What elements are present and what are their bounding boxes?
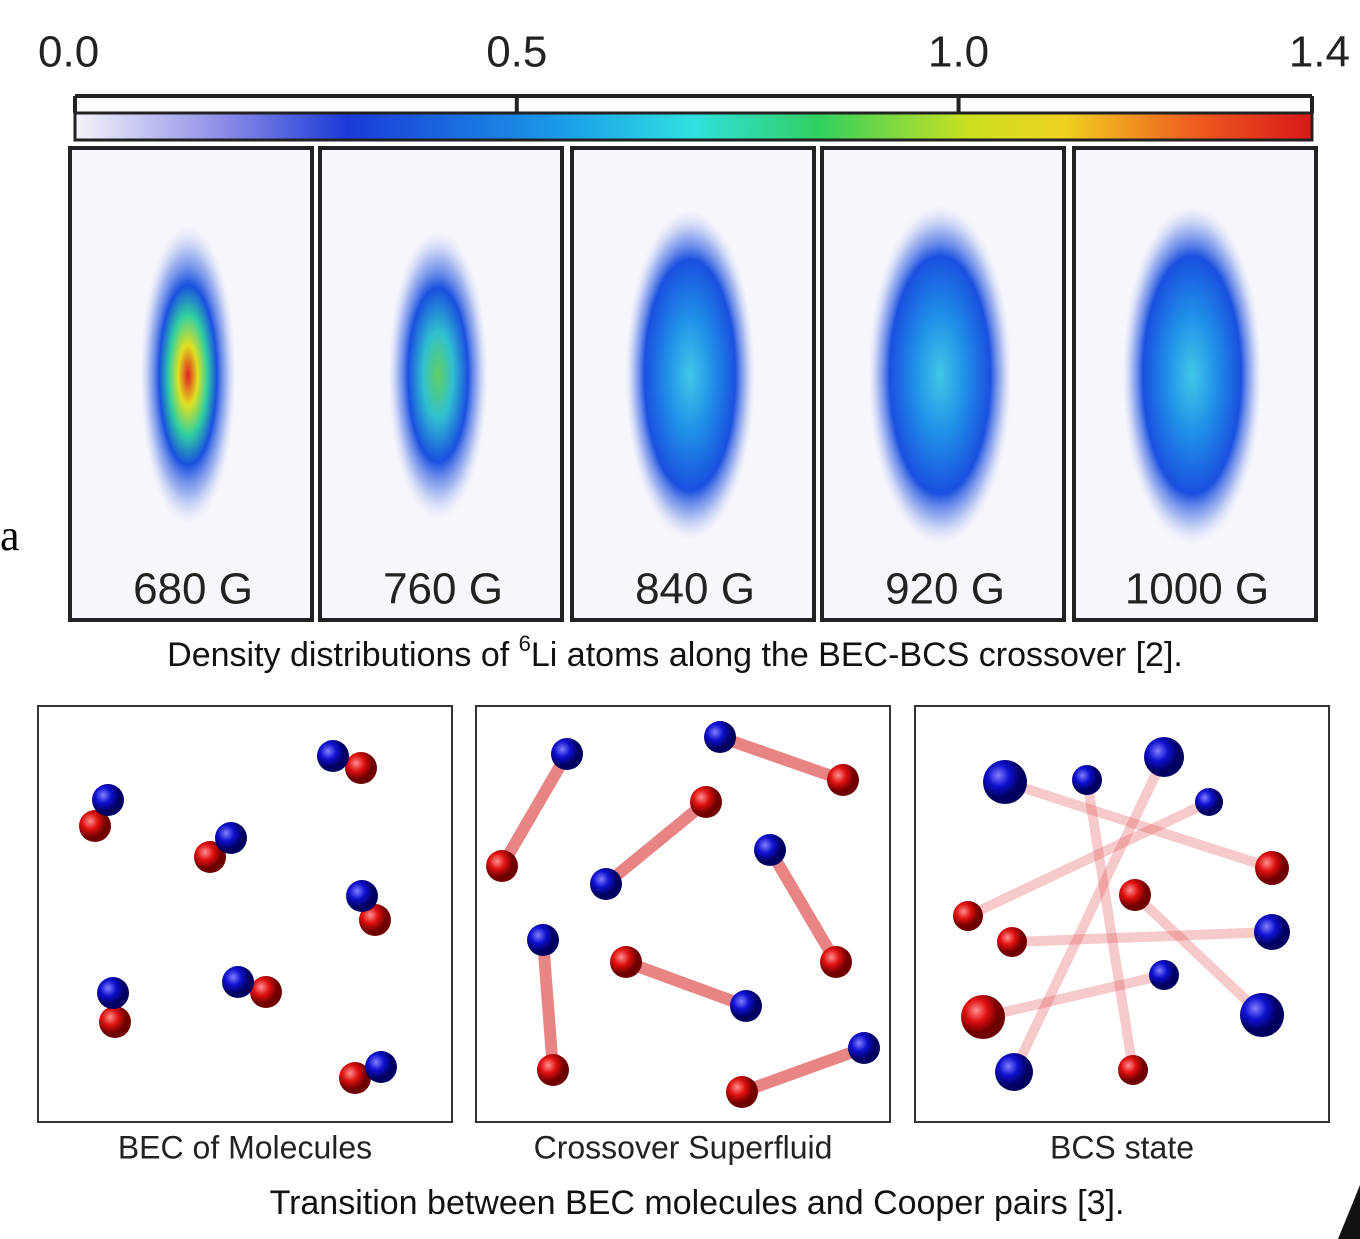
colorbar bbox=[75, 113, 1312, 140]
atom bbox=[1118, 1055, 1148, 1085]
density-cloud bbox=[1122, 205, 1262, 545]
atom bbox=[97, 977, 129, 1009]
atom bbox=[1119, 879, 1151, 911]
atom bbox=[1144, 737, 1184, 777]
atom bbox=[827, 764, 859, 796]
atom bbox=[1254, 914, 1290, 950]
panel-label: 760 G bbox=[383, 565, 503, 614]
density-cloud bbox=[388, 230, 488, 520]
caption-text: Density distributions of bbox=[167, 636, 519, 674]
figure: a Density distributions of 6Li atoms alo… bbox=[0, 0, 1360, 1239]
atom bbox=[345, 752, 377, 784]
atom bbox=[1240, 993, 1284, 1037]
atom bbox=[215, 822, 247, 854]
atom bbox=[690, 786, 722, 818]
density-cloud bbox=[868, 205, 1012, 545]
diagram-title: Crossover Superfluid bbox=[534, 1129, 833, 1165]
panel-label: 1000 G bbox=[1125, 565, 1269, 614]
atom bbox=[527, 924, 559, 956]
caption: Density distributions of 6Li atoms along… bbox=[167, 631, 1183, 674]
panel-label: 920 G bbox=[885, 565, 1005, 614]
caption: Transition between BEC molecules and Coo… bbox=[270, 1184, 1125, 1222]
atom bbox=[704, 721, 736, 753]
density-cloud bbox=[140, 225, 236, 525]
edge-fragment: a bbox=[0, 511, 20, 560]
corner-mark bbox=[1338, 1185, 1360, 1239]
atom bbox=[953, 901, 983, 931]
atom bbox=[1072, 765, 1102, 795]
atom bbox=[1149, 960, 1179, 990]
caption-sup: 6 bbox=[519, 631, 531, 656]
tick-label: 1.4 bbox=[1289, 28, 1350, 77]
tick-label: 1.0 bbox=[928, 28, 989, 77]
atom bbox=[486, 850, 518, 882]
atom bbox=[848, 1032, 880, 1064]
atom bbox=[222, 966, 254, 998]
atom bbox=[754, 834, 786, 866]
atom bbox=[250, 976, 282, 1008]
atom bbox=[99, 1006, 131, 1038]
atom bbox=[961, 995, 1005, 1039]
caption-text: Li atoms along the BEC-BCS crossover [2]… bbox=[531, 636, 1183, 674]
atom bbox=[317, 740, 349, 772]
atom bbox=[730, 990, 762, 1022]
diagram-title: BEC of Molecules bbox=[118, 1129, 372, 1165]
atom bbox=[997, 927, 1027, 957]
atom bbox=[590, 868, 622, 900]
atom bbox=[365, 1051, 397, 1083]
atom bbox=[1195, 788, 1223, 816]
atom bbox=[1255, 851, 1289, 885]
atom bbox=[726, 1076, 758, 1108]
panel-label: 840 G bbox=[635, 565, 755, 614]
diagram-title: BCS state bbox=[1050, 1129, 1194, 1165]
atom bbox=[537, 1054, 569, 1086]
density-cloud bbox=[625, 210, 755, 540]
atom bbox=[610, 946, 642, 978]
atom bbox=[92, 784, 124, 816]
atom bbox=[820, 946, 852, 978]
atom bbox=[346, 880, 378, 912]
atom bbox=[551, 738, 583, 770]
tick-label: 0.0 bbox=[38, 28, 99, 77]
atom bbox=[983, 760, 1027, 804]
panel-label: 680 G bbox=[133, 565, 253, 614]
atom bbox=[995, 1053, 1033, 1091]
tick-label: 0.5 bbox=[486, 28, 547, 77]
